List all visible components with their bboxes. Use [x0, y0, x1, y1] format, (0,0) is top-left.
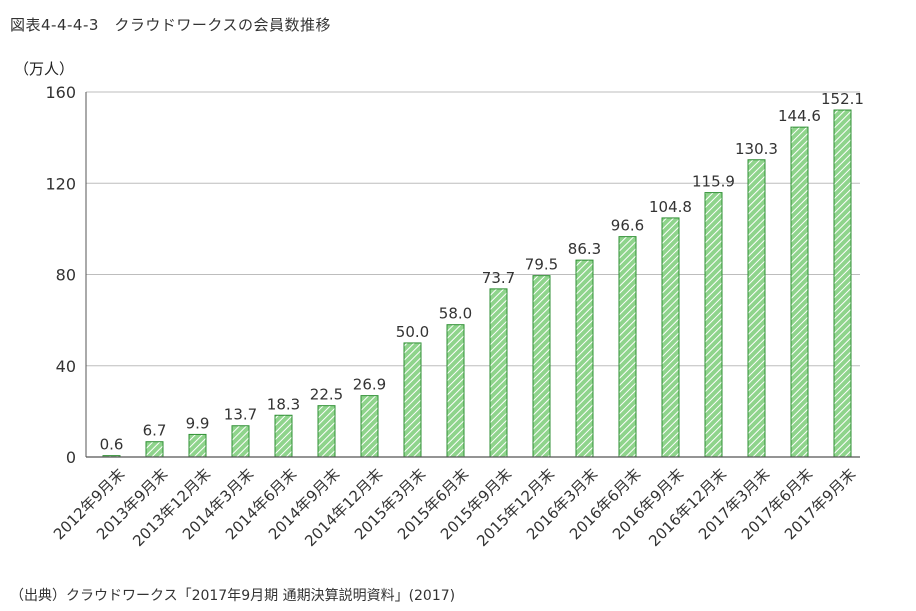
value-label: 9.9 — [186, 414, 210, 432]
grid-lines — [86, 91, 860, 367]
bar — [747, 159, 766, 458]
source-note: （出典）クラウドワークス「2017年9月期 通期決算説明資料」(2017) — [10, 588, 456, 604]
value-label: 13.7 — [224, 406, 257, 424]
bar — [575, 259, 594, 458]
figure-title: 図表4-4-4-3 クラウドワークスの会員数推移 — [10, 16, 331, 34]
value-label: 73.7 — [482, 269, 515, 287]
bar — [704, 192, 723, 458]
bar — [403, 342, 422, 458]
value-label: 96.6 — [611, 217, 644, 235]
y-tick-label: 0 — [66, 448, 76, 467]
value-label: 26.9 — [353, 376, 386, 394]
y-tick-labels: 0 40 80 120 160 — [45, 83, 76, 467]
bar — [833, 109, 852, 458]
value-label: 18.3 — [267, 395, 300, 413]
bar — [317, 405, 336, 458]
bar — [188, 433, 207, 458]
axes — [85, 92, 860, 458]
bar — [661, 217, 680, 458]
value-label: 115.9 — [692, 173, 735, 191]
value-label: 104.8 — [649, 198, 692, 216]
value-label: 152.1 — [821, 90, 864, 108]
value-label: 86.3 — [568, 240, 601, 258]
bar — [145, 441, 164, 458]
bar — [231, 425, 250, 458]
value-label: 130.3 — [735, 140, 778, 158]
value-label: 144.6 — [778, 107, 821, 125]
bar — [618, 236, 637, 458]
bar — [489, 288, 508, 458]
value-label: 6.7 — [143, 422, 167, 440]
bar — [532, 275, 551, 458]
bars — [102, 109, 852, 458]
bar-chart: 0 40 80 120 160 0.6 6.7 9.9 13.7 18.3 22.5 26.9 50.… — [45, 83, 864, 550]
value-label: 79.5 — [525, 256, 558, 274]
bar — [274, 414, 293, 458]
value-label: 50.0 — [396, 323, 429, 341]
y-tick-label: 80 — [56, 266, 76, 285]
value-label: 22.5 — [310, 386, 343, 404]
bar — [360, 395, 379, 458]
value-label: 0.6 — [100, 436, 124, 454]
y-tick-label: 120 — [45, 174, 76, 193]
y-tick-label: 160 — [45, 83, 76, 102]
category-labels: 2012年9月末2013年9月末2013年12月末2014年3月末2014年6月… — [50, 465, 859, 550]
bar — [446, 324, 465, 458]
bar — [790, 126, 809, 458]
value-label: 58.0 — [439, 305, 472, 323]
y-tick-label: 40 — [56, 357, 76, 376]
value-labels: 0.6 6.7 9.9 13.7 18.3 22.5 26.9 50.0 58.0 73.7 79.… — [100, 90, 864, 454]
y-unit-label: （万人） — [14, 60, 75, 78]
